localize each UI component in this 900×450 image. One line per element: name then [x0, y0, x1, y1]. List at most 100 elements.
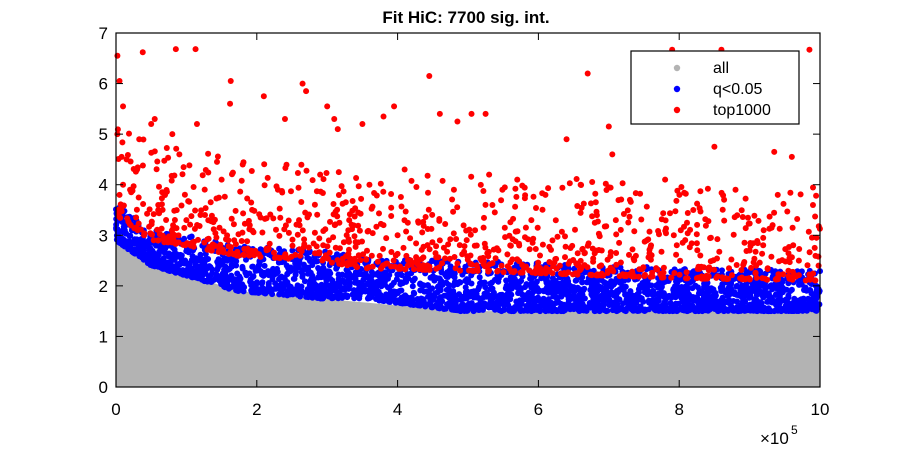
q-point [253, 267, 260, 274]
top1000-point [283, 161, 290, 168]
top1000-point [214, 153, 221, 160]
top1000-point [683, 269, 690, 276]
top1000-point [413, 258, 419, 265]
top1000-point [397, 194, 404, 200]
q-point [602, 294, 609, 301]
top1000-point [512, 203, 519, 210]
legend-marker-all [673, 64, 681, 72]
top1000-point [338, 183, 345, 190]
q-point [458, 293, 465, 300]
q-point [398, 300, 405, 306]
top1000-point [358, 195, 365, 202]
q-point [733, 283, 740, 290]
q-point [651, 291, 658, 298]
top1000-point [340, 239, 347, 246]
q-point [418, 286, 425, 293]
top1000-point [400, 244, 407, 251]
top1000-point [249, 227, 256, 234]
top1000-point [425, 206, 432, 213]
top1000-point [274, 186, 281, 193]
top1000-point [188, 213, 195, 220]
q-point [462, 277, 469, 284]
q-point [769, 286, 776, 293]
top1000-point [702, 222, 709, 229]
q-point [467, 292, 474, 298]
q-point [670, 289, 677, 296]
top1000-point [120, 103, 127, 110]
x-tick-label: 10 [811, 400, 830, 419]
top1000-point [499, 186, 506, 193]
top1000-point [345, 227, 352, 234]
q-point [341, 279, 348, 286]
top1000-point [771, 209, 778, 216]
top1000-point [197, 212, 204, 219]
top1000-point [378, 265, 384, 272]
top1000-point [271, 249, 277, 256]
top1000-point [813, 192, 820, 199]
q-point [538, 301, 545, 308]
top1000-point [230, 221, 237, 228]
top1000-point [610, 268, 617, 275]
top1000-point [171, 172, 178, 179]
top1000-point [183, 217, 190, 224]
top1000-point [246, 222, 253, 229]
top1000-point [352, 239, 359, 245]
top1000-point [334, 257, 341, 264]
q-point [145, 256, 152, 263]
legend-marker-top1000 [673, 106, 681, 114]
top1000-point [136, 136, 143, 143]
top1000-point [797, 191, 804, 198]
top1000-point [198, 207, 205, 214]
top1000-point [491, 209, 498, 216]
top1000-point [380, 188, 387, 195]
top1000-point [794, 216, 801, 222]
top1000-point [225, 237, 232, 244]
q-point [277, 274, 284, 281]
top1000-point [354, 264, 361, 271]
q-point [561, 288, 568, 295]
q-point [156, 257, 163, 264]
top1000-point [415, 219, 422, 226]
y-tick-label: 3 [99, 226, 108, 245]
top1000-point [454, 204, 461, 211]
top1000-point [787, 189, 794, 196]
top1000-point [281, 115, 288, 122]
top1000-point [671, 270, 678, 276]
q-point [813, 287, 820, 294]
top1000-point [261, 182, 268, 189]
q-point [309, 262, 316, 269]
top1000-point [788, 153, 795, 160]
top1000-point [629, 246, 636, 253]
top1000-point [636, 266, 643, 273]
top1000-point [244, 195, 251, 202]
top1000-point [684, 275, 691, 282]
q-point [164, 267, 171, 274]
q-point [628, 297, 635, 304]
top1000-point [199, 172, 206, 179]
top1000-point [374, 258, 381, 265]
q-point [289, 247, 296, 254]
top1000-point [694, 221, 701, 228]
top1000-point [548, 246, 554, 253]
top1000-point [481, 240, 488, 247]
q-point [579, 279, 586, 286]
q-point [700, 294, 707, 301]
top1000-point [319, 190, 326, 196]
q-point [309, 294, 316, 301]
q-point [436, 275, 443, 282]
top1000-point [330, 211, 337, 218]
top1000-point [811, 244, 818, 251]
top1000-point [498, 262, 505, 269]
q-point [343, 266, 350, 273]
top1000-point [696, 205, 703, 212]
top1000-point [325, 237, 332, 244]
q-point [597, 296, 604, 303]
top1000-point [486, 261, 493, 268]
top1000-point [668, 274, 675, 281]
q-point [265, 268, 271, 275]
top1000-point [507, 219, 514, 226]
q-point [752, 296, 759, 303]
top1000-point [331, 115, 338, 122]
top1000-point [384, 260, 391, 267]
q-point [314, 289, 321, 296]
